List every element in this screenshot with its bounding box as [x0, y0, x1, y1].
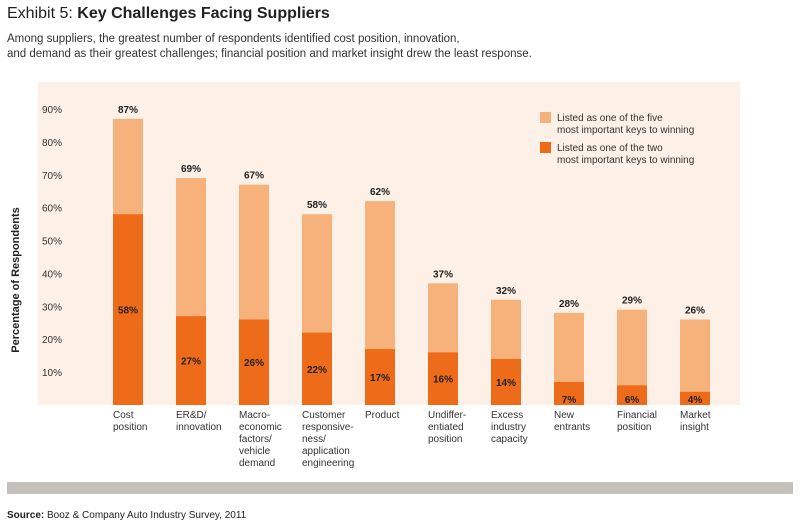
bar-label-five-keys: 32%	[496, 286, 516, 297]
x-tick-label: capacity	[491, 434, 528, 445]
legend-swatch-five-keys	[540, 112, 551, 123]
bar-label-two-keys: 22%	[307, 365, 327, 376]
y-axis-label: Percentage of Respondents	[10, 207, 22, 352]
x-tick-label: Undiffer-	[428, 410, 466, 421]
exhibit-label: Exhibit 5:	[7, 5, 73, 22]
y-tick-label: 80%	[42, 138, 62, 149]
bar-label-two-keys: 27%	[181, 357, 201, 368]
y-tick-label: 70%	[42, 171, 62, 182]
x-tick-label: application	[302, 446, 350, 457]
chart-area: 10% 20% 30% 40% 50% 60% 70% 80% 90% Percentage of…	[0, 82, 800, 494]
x-tick-label: Product	[365, 410, 400, 421]
x-tick-label: New	[554, 410, 575, 421]
bar-label-two-keys: 4%	[688, 395, 703, 406]
bar-chart: 10% 20% 30% 40% 50% 60% 70% 80% 90% Percentage of…	[10, 82, 740, 469]
x-tick-label: industry	[491, 422, 526, 433]
y-tick-label: 60%	[42, 204, 62, 215]
x-tick-label: position	[617, 422, 651, 433]
bar-label-five-keys: 87%	[118, 105, 138, 116]
bar-label-two-keys: 16%	[433, 375, 453, 386]
x-tick-label: responsive-	[302, 422, 354, 433]
x-tick-label: Market	[680, 410, 711, 421]
bar-two-keys	[491, 358, 521, 405]
bar-label-five-keys: 29%	[622, 296, 642, 307]
source-label: Source:	[7, 510, 45, 521]
bar-label-two-keys: 14%	[496, 378, 516, 389]
bar-label-two-keys: 26%	[244, 358, 264, 369]
bar-label-five-keys: 37%	[433, 269, 453, 280]
title-text: Key Challenges Facing Suppliers	[77, 5, 330, 22]
bar-label-five-keys: 28%	[559, 299, 579, 310]
x-tick-label: ER&D/	[176, 410, 207, 421]
bar-label-five-keys: 62%	[370, 187, 390, 198]
header: Exhibit 5: Key Challenges Facing Supplie…	[7, 4, 793, 62]
x-tick-label: Customer	[302, 410, 346, 421]
chart-subtitle: Among suppliers, the greatest number of …	[7, 32, 793, 62]
bar-label-two-keys: 7%	[562, 395, 577, 406]
legend-swatch-two-keys	[540, 142, 551, 153]
y-tick-label: 30%	[42, 302, 62, 313]
y-tick-label: 40%	[42, 269, 62, 280]
x-tick-label: Financial	[617, 410, 657, 421]
bar-label-five-keys: 58%	[307, 200, 327, 211]
x-tick-label: insight	[680, 422, 709, 433]
legend-label-five-keys: Listed as one of the five	[557, 113, 663, 124]
x-tick-label: Excess	[491, 410, 523, 421]
x-tick-label: vehicle	[239, 446, 271, 457]
bar-two-keys	[554, 381, 584, 405]
x-tick-label: entrants	[554, 422, 590, 433]
source-text: Booz & Company Auto Industry Survey, 201…	[47, 510, 247, 521]
bar-label-two-keys: 6%	[625, 395, 640, 406]
bar-two-keys	[176, 316, 206, 405]
bar-two-keys	[239, 319, 269, 405]
x-tick-label: demand	[239, 458, 275, 469]
y-tick-label: 20%	[42, 335, 62, 346]
legend-label-five-keys: most important keys to winning	[557, 125, 694, 136]
x-tick-label: innovation	[176, 422, 222, 433]
bar-five-keys	[680, 319, 710, 405]
x-tick-label: entiated	[428, 422, 464, 433]
x-tick-label: Cost	[113, 410, 134, 421]
x-tick-label: Macro-	[239, 410, 270, 421]
y-tick-label: 90%	[42, 105, 62, 116]
bar-two-keys	[302, 332, 332, 405]
bar-label-five-keys: 69%	[181, 164, 201, 175]
bar-two-keys	[365, 349, 395, 405]
x-tick-label: engineering	[302, 458, 354, 469]
x-tick-label: position	[428, 434, 462, 445]
bar-two-keys	[113, 214, 143, 405]
x-tick-label: ness/	[302, 434, 326, 445]
y-tick-label: 50%	[42, 237, 62, 248]
bar-two-keys	[428, 352, 458, 405]
legend-label-two-keys: most important keys to winning	[557, 155, 694, 166]
footer-bar	[7, 482, 793, 494]
subtitle-line-1: Among suppliers, the greatest number of …	[7, 33, 460, 45]
subtitle-line-2: and demand as their greatest challenges;…	[7, 48, 532, 60]
bar-label-five-keys: 26%	[685, 305, 705, 316]
bar-label-two-keys: 17%	[370, 373, 390, 384]
bar-label-five-keys: 67%	[244, 171, 264, 182]
source-note: Source: Booz & Company Auto Industry Sur…	[7, 510, 246, 521]
x-tick-label: factors/	[239, 434, 272, 445]
y-tick-label: 10%	[42, 368, 62, 379]
x-tick-label: position	[113, 422, 147, 433]
bar-two-keys	[617, 385, 647, 405]
chart-title: Exhibit 5: Key Challenges Facing Supplie…	[7, 4, 793, 24]
legend-label-two-keys: Listed as one of the two	[557, 143, 663, 154]
bar-label-two-keys: 58%	[118, 306, 138, 317]
bar-two-keys	[680, 391, 710, 405]
x-tick-label: economic	[239, 422, 282, 433]
